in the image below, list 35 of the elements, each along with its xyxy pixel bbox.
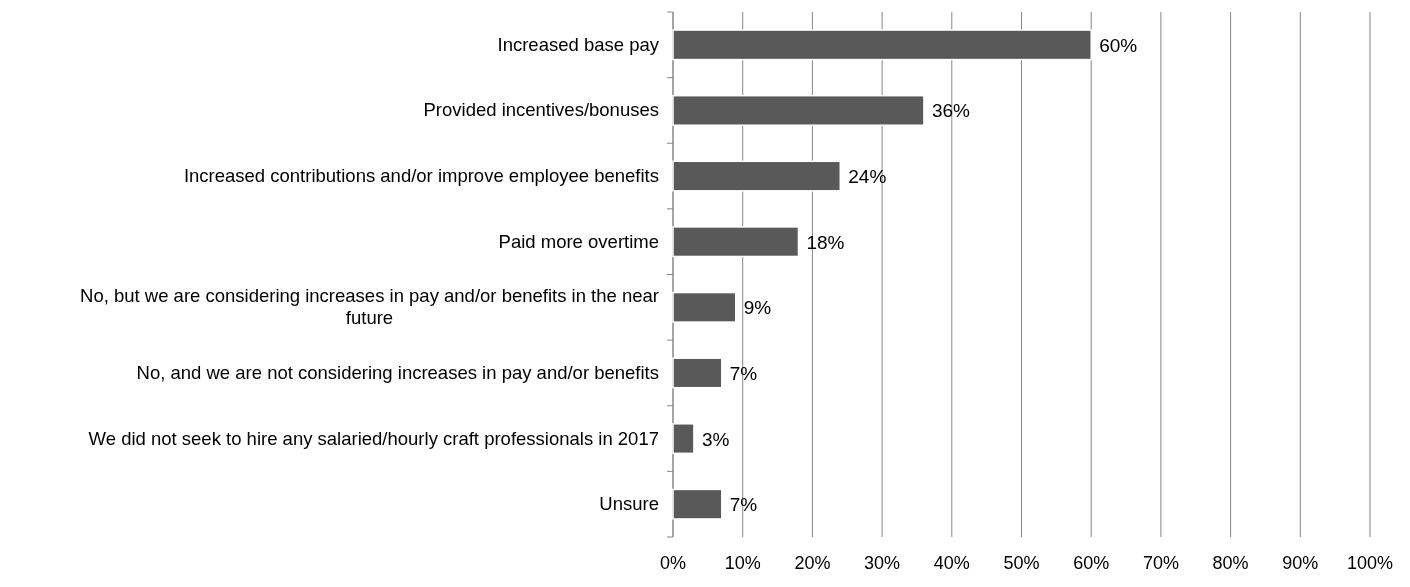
bar <box>672 94 925 126</box>
bar <box>672 423 695 455</box>
y-tick-label: Provided incentives/bonuses <box>423 99 659 121</box>
x-tick-label: 20% <box>794 553 831 573</box>
data-label: 18% <box>806 231 845 253</box>
y-tick-label: Increased base pay <box>497 33 660 55</box>
data-label: 7% <box>729 494 758 516</box>
bar <box>672 160 842 192</box>
y-tick-label: No, and we are not considering increases in pay and/or benefits <box>136 361 659 383</box>
y-tick-label: We did not seek to hire any salaried/hourly craft professionals in 2017 <box>88 427 659 449</box>
bar <box>672 226 800 258</box>
data-label: 36% <box>931 100 971 122</box>
x-tick-label: 30% <box>864 553 901 573</box>
y-tick-label: No, but we are considering increases in pay and/or benefits in the near future <box>80 285 659 329</box>
x-tick-label: 10% <box>724 553 761 573</box>
x-tick-label: 80% <box>1212 553 1249 573</box>
x-tick-label: 70% <box>1142 553 1179 573</box>
x-tick-label: 40% <box>933 553 970 573</box>
y-tick-label: Paid more overtime <box>498 230 659 252</box>
data-label: 9% <box>743 297 772 319</box>
data-label: 7% <box>729 362 758 384</box>
bar <box>672 488 723 520</box>
bar <box>672 291 737 323</box>
bar <box>672 357 723 389</box>
data-label: 60% <box>1099 34 1138 56</box>
data-label: 3% <box>701 428 730 450</box>
x-tick-label: 100% <box>1346 553 1394 573</box>
x-tick-label: 90% <box>1282 553 1319 573</box>
bar <box>672 29 1092 61</box>
x-tick-label: 50% <box>1003 553 1040 573</box>
y-tick-label: Increased contributions and/or improve employee benefits <box>183 165 659 187</box>
x-tick-label: 60% <box>1073 553 1110 573</box>
x-tick-label: 0% <box>659 553 687 573</box>
data-label: 24% <box>848 166 887 188</box>
y-tick-label: Unsure <box>599 493 659 515</box>
